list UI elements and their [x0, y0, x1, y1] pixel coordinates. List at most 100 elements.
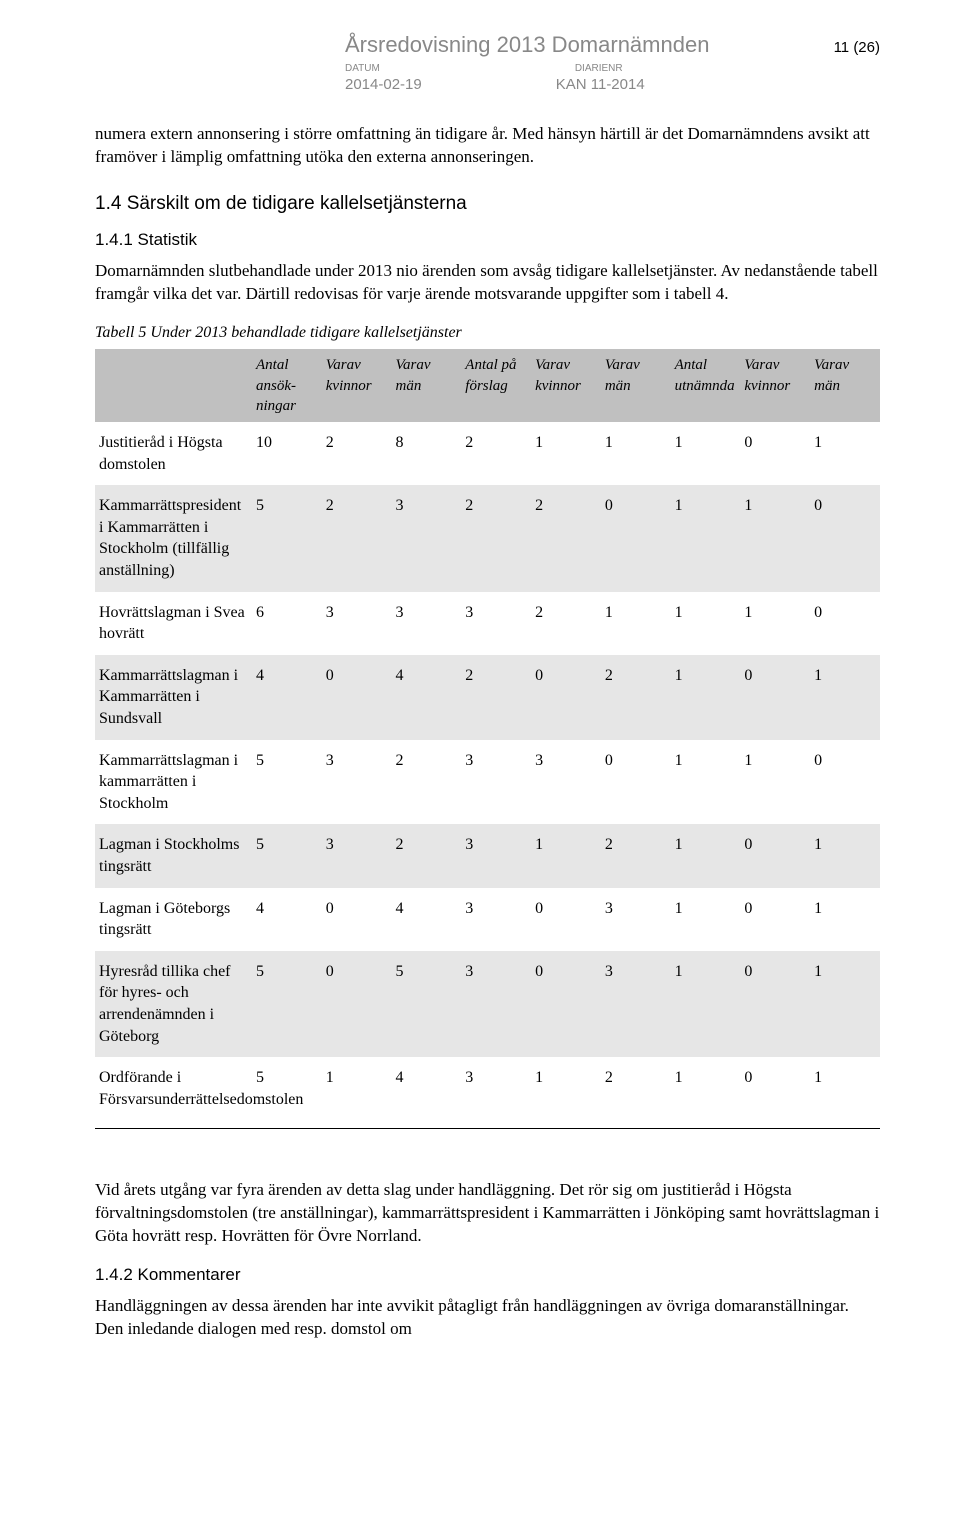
table-cell: 3 [461, 740, 531, 825]
table-header-cell: Antal utnämnda [671, 349, 741, 422]
table-cell: Lagman i Göteborgs tingsrätt [95, 888, 252, 951]
section-1-4-1-paragraph: Domarnämnden slutbehandlade under 2013 n… [95, 260, 880, 306]
table-cell: 1 [740, 740, 810, 825]
table-cell: 1 [740, 592, 810, 655]
table-cell: 3 [531, 740, 601, 825]
table-header-cell: Varav kvinnor [740, 349, 810, 422]
table-header-cell: Varav män [392, 349, 462, 422]
table-cell: 2 [461, 655, 531, 740]
table-cell: 3 [392, 485, 462, 591]
table-cell: 0 [810, 485, 880, 591]
table-cell: 3 [461, 592, 531, 655]
table-cell: 1 [810, 1057, 880, 1120]
table-cell: 1 [671, 824, 741, 887]
table-cell: 1 [671, 592, 741, 655]
table-cell: 1 [810, 655, 880, 740]
table-cell: 0 [322, 888, 392, 951]
table-row: Ordförande i Försvarsunderrättelsedomsto… [95, 1057, 880, 1120]
table-cell: 2 [461, 422, 531, 485]
table-cell: 1 [740, 485, 810, 591]
table-header-cell: Antal på förslag [461, 349, 531, 422]
table-cell: 0 [740, 951, 810, 1057]
table-cell: 0 [531, 655, 601, 740]
value-datum: 2014-02-19 [345, 75, 422, 95]
table-cell: 2 [461, 485, 531, 591]
table-cell: Kammarrättslagman i kammarrätten i Stock… [95, 740, 252, 825]
table-cell: 4 [252, 655, 322, 740]
table-cell: 5 [252, 1057, 322, 1120]
table-header-cell [95, 349, 252, 422]
table-cell: Lagman i Stockholms tingsrätt [95, 824, 252, 887]
table-cell: 2 [601, 655, 671, 740]
table-cell: 1 [671, 422, 741, 485]
table-cell: 0 [740, 1057, 810, 1120]
table-cell: 1 [671, 740, 741, 825]
table-cell: 0 [322, 951, 392, 1057]
table-cell: 5 [252, 824, 322, 887]
table-5: Antal ansök-ningarVarav kvinnorVarav män… [95, 349, 880, 1120]
table-cell: 0 [601, 740, 671, 825]
table-cell: 4 [392, 1057, 462, 1120]
value-diarienr: KAN 11-2014 [556, 75, 645, 95]
table-header-cell: Varav kvinnor [322, 349, 392, 422]
table-cell: 0 [810, 740, 880, 825]
table-cell: 1 [810, 422, 880, 485]
table-cell: 4 [252, 888, 322, 951]
table-cell: Justitieråd i Högsta domstolen [95, 422, 252, 485]
section-1-4-2-paragraph: Handläggningen av dessa ärenden har inte… [95, 1295, 880, 1341]
table-header-cell: Varav kvinnor [531, 349, 601, 422]
table-cell: 5 [252, 740, 322, 825]
closing-paragraph: Vid årets utgång var fyra ärenden av det… [95, 1179, 880, 1248]
table-cell: 2 [322, 485, 392, 591]
table-cell: 3 [461, 888, 531, 951]
label-datum: DATUM [345, 62, 380, 76]
table-cell: 8 [392, 422, 462, 485]
page-header: Årsredovisning 2013 Domarnämnden 11 (26)… [345, 30, 880, 95]
table-cell: 1 [810, 951, 880, 1057]
table-cell: 2 [531, 592, 601, 655]
table-cell: 0 [601, 485, 671, 591]
table-row: Hyresråd tillika chef för hyres- och arr… [95, 951, 880, 1057]
table-cell: 10 [252, 422, 322, 485]
table-cell: 1 [671, 655, 741, 740]
table-cell: 1 [810, 888, 880, 951]
table-cell: 2 [601, 824, 671, 887]
table-cell: 3 [461, 1057, 531, 1120]
table-cell: 1 [322, 1057, 392, 1120]
table-cell: 0 [531, 951, 601, 1057]
table-cell: Kammarrättslagman i Kammarrätten i Sunds… [95, 655, 252, 740]
table-header-cell: Antal ansök-ningar [252, 349, 322, 422]
table-cell: 1 [671, 1057, 741, 1120]
table-cell: 1 [601, 592, 671, 655]
table-cell: 3 [461, 951, 531, 1057]
table-cell: Ordförande i Försvarsunderrättelsedomsto… [95, 1057, 252, 1120]
table-cell: 4 [392, 888, 462, 951]
table-cell: 3 [601, 951, 671, 1057]
table-cell: 0 [810, 592, 880, 655]
table-row: Lagman i Stockholms tingsrätt532312101 [95, 824, 880, 887]
table-cell: 3 [322, 824, 392, 887]
table-cell: 2 [531, 485, 601, 591]
page-number: 11 (26) [834, 38, 880, 58]
table-cell: 5 [252, 951, 322, 1057]
table-cell: 0 [531, 888, 601, 951]
table-cell: Hovrättslagman i Svea hovrätt [95, 592, 252, 655]
table-cell: 6 [252, 592, 322, 655]
table-cell: 2 [601, 1057, 671, 1120]
table-cell: 3 [322, 740, 392, 825]
table-row: Hovrättslagman i Svea hovrätt633321110 [95, 592, 880, 655]
table-cell: Kammarrättspresident i Kammarrätten i St… [95, 485, 252, 591]
section-1-4-1-heading: 1.4.1 Statistik [95, 229, 880, 252]
table-cell: 5 [392, 951, 462, 1057]
table-row: Kammarrättslagman i kammarrätten i Stock… [95, 740, 880, 825]
table-cell: Hyresråd tillika chef för hyres- och arr… [95, 951, 252, 1057]
section-1-4-heading: 1.4 Särskilt om de tidigare kallelsetjän… [95, 191, 880, 217]
table-header-cell: Varav män [810, 349, 880, 422]
table-cell: 1 [531, 824, 601, 887]
section-1-4-2-heading: 1.4.2 Kommentarer [95, 1264, 880, 1287]
table-cell: 1 [531, 422, 601, 485]
table-cell: 3 [461, 824, 531, 887]
table-closing-rule [95, 1128, 880, 1129]
table-cell: 1 [671, 888, 741, 951]
table-cell: 1 [601, 422, 671, 485]
